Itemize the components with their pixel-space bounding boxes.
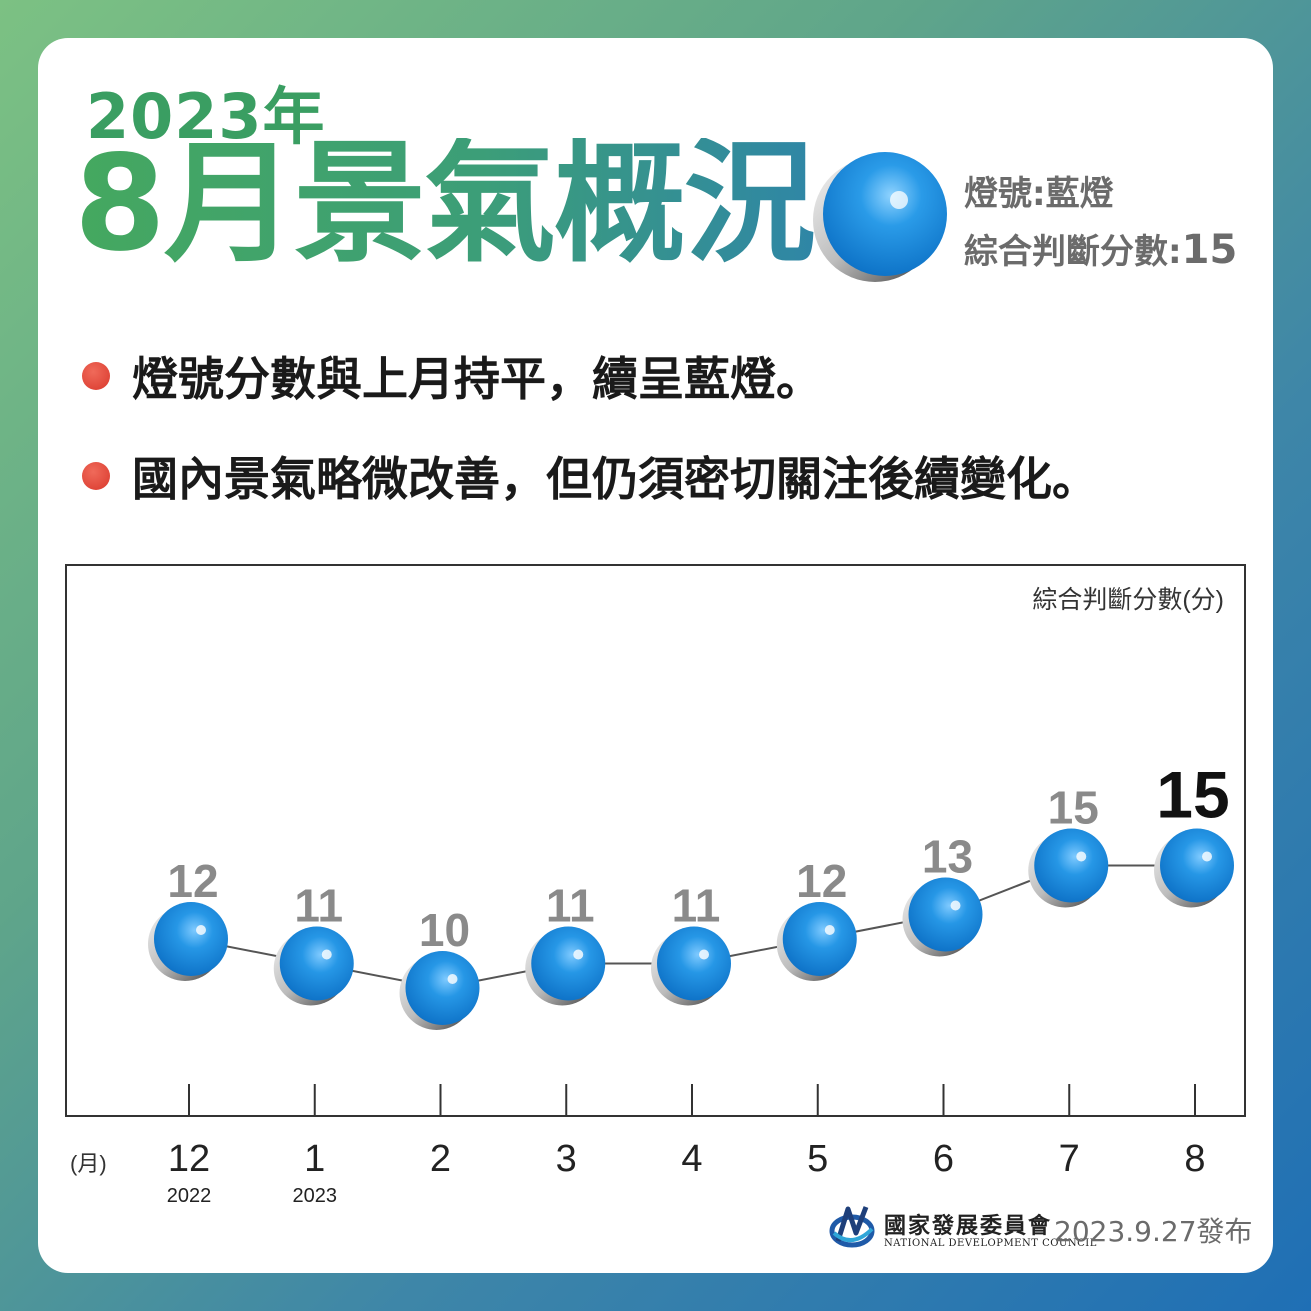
signal-label: 燈號:藍燈 [964,174,1114,214]
score-value: 15 [1181,227,1238,273]
data-value-label: 12 [796,855,847,907]
score-label: 綜合判斷分數: [964,232,1182,272]
year-heading: 2023年 [86,80,326,153]
x-tick-label: 3 [556,1138,577,1180]
publish-date: 2023.9.27發布 [1054,1215,1253,1248]
bullet-text-2: 國內景氣略微改善，但仍須密切關注後續變化。 [132,452,1098,506]
bullet-item-2: 國內景氣略微改善，但仍須密切關注後續變化。 [82,443,1098,509]
x-tick-label: 12 [168,1138,210,1180]
score-line-chart: 綜合判斷分數(分) (月) 12 2022 1 2023 2 3 4 5 6 7 8 12 11 10 1… [65,564,1246,1207]
signal-summary: 燈號:藍燈 綜合判斷分數:15 [964,166,1237,280]
x-tick-label: 2 [430,1138,451,1180]
bullet-text-1: 燈號分數與上月持平，續呈藍燈。 [132,352,822,406]
data-value-label: 11 [546,880,595,932]
bullet-item-1: 燈號分數與上月持平，續呈藍燈。 [82,343,822,409]
data-point-marker [148,902,228,981]
x-tick-label: 4 [681,1138,702,1180]
infographic-card: 2023年 8月景氣概況 燈號:藍燈 綜合判斷分數:15 燈號分數與上月持平，續… [38,38,1273,1273]
x-tick-label: 6 [933,1138,954,1180]
blue-light-icon [813,152,947,282]
data-value-label: 11 [672,880,721,932]
latest-value-label: 15 [1156,758,1229,832]
data-point-marker [273,926,354,1006]
data-value-label: 11 [294,880,343,932]
bullet-dot-icon [82,462,110,490]
x-tick-label: 8 [1184,1138,1205,1180]
data-point-marker [902,877,983,957]
data-value-label: 12 [167,855,218,907]
ndc-logo-icon [829,1206,875,1248]
data-point-marker [1028,828,1109,908]
org-name-en: NATIONAL DEVELOPMENT COUNCIL [884,1238,1097,1249]
data-value-label: 15 [1048,782,1099,834]
page-title: 8月景氣概況 [74,127,816,281]
x-axis-unit-label: (月) [70,1151,107,1176]
data-point-marker [525,926,606,1006]
x-tick-label: 5 [807,1138,828,1180]
data-value-label: 10 [419,904,470,956]
y-axis-label: 綜合判斷分數(分) [1032,586,1224,614]
data-value-label: 13 [922,831,973,883]
chart-frame [65,564,1246,1117]
x-tick-year-label: 2022 [167,1185,212,1207]
data-point-marker [399,951,480,1030]
data-point-marker [776,902,857,981]
bullet-dot-icon [82,362,110,390]
org-name-zh: 國家發展委員會 [884,1213,1053,1239]
score-row: 綜合判斷分數:15 [964,222,1237,280]
x-tick-label: 7 [1059,1138,1080,1180]
data-point-marker [651,926,731,1006]
data-point-marker [1154,828,1234,908]
x-tick-label: 1 [304,1138,325,1180]
x-tick-year-label: 2023 [293,1185,338,1207]
